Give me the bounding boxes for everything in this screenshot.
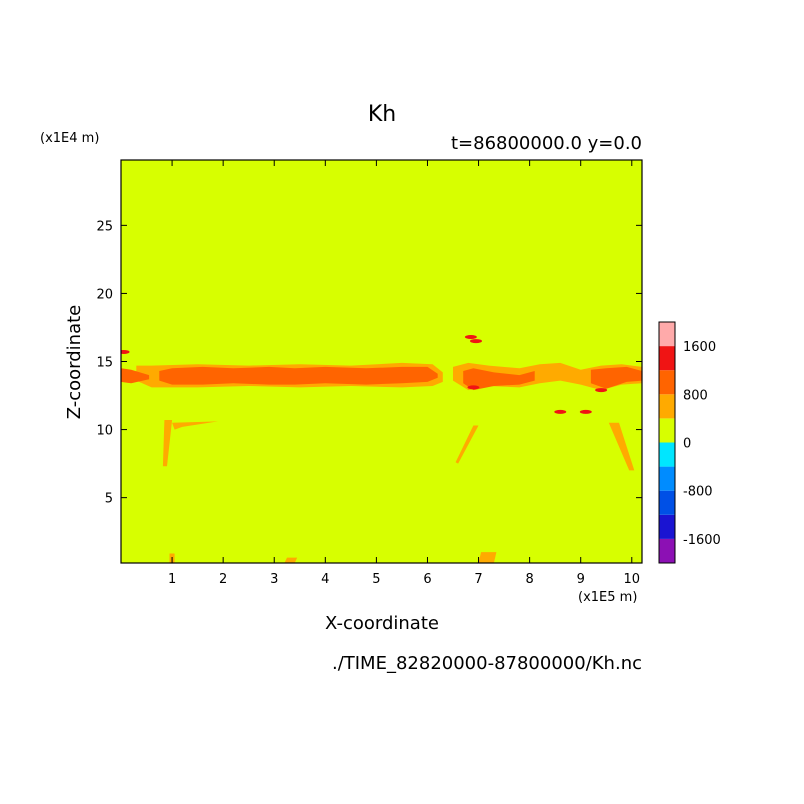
x-axis: 1 2 3 4 5 6 7 8 9 10 bbox=[168, 160, 640, 587]
colorbar-label-3: 800 bbox=[683, 388, 708, 403]
contour-fill-spot-2 bbox=[554, 409, 567, 414]
contour-fill-streak-1 bbox=[172, 421, 218, 430]
x-tick-label-6: 7 bbox=[474, 572, 482, 587]
colorbar-swatch-6 bbox=[659, 394, 675, 419]
colorbar-label-2: 0 bbox=[683, 437, 691, 452]
y-tick-label-2: 15 bbox=[96, 356, 113, 371]
x-tick-label-1: 2 bbox=[219, 572, 227, 587]
x-axis-label: X-coordinate bbox=[325, 613, 439, 634]
chart-subtitle: t=86800000.0 y=0.0 bbox=[451, 133, 642, 154]
y-axis: 5 10 15 20 25 bbox=[96, 219, 642, 507]
plot-area bbox=[121, 160, 642, 563]
x-tick-label-4: 5 bbox=[372, 572, 380, 587]
contour-fill-east-band-2 bbox=[590, 366, 642, 389]
contour-fill-streak-0 bbox=[162, 420, 173, 467]
contour-fill-spot-6 bbox=[121, 349, 130, 354]
y-tick-label-1: 10 bbox=[96, 424, 113, 439]
colorbar-swatch-1 bbox=[659, 514, 675, 539]
y-scale-label: (x1E4 m) bbox=[40, 131, 99, 146]
colorbar-label-4: 1600 bbox=[683, 340, 716, 355]
colorbar-swatch-7 bbox=[659, 370, 675, 395]
colorbar-swatch-9 bbox=[659, 322, 675, 347]
y-axis-label: Z-coordinate bbox=[64, 305, 85, 420]
contour-fill-background bbox=[121, 160, 642, 563]
x-tick-label-0: 1 bbox=[168, 572, 176, 587]
contour-fill-west-edge bbox=[121, 368, 150, 384]
colorbar-swatch-5 bbox=[659, 418, 675, 443]
colorbar-label-1: -800 bbox=[683, 485, 713, 500]
contour-fill-streak-2 bbox=[455, 425, 479, 464]
x-tick-label-5: 6 bbox=[423, 572, 431, 587]
colorbar: -1600 -800 0 800 1600 bbox=[658, 321, 721, 564]
contour-fill-spot-0 bbox=[464, 334, 477, 339]
x-scale-label: (x1E5 m) bbox=[578, 590, 637, 605]
contour-fill-east-band bbox=[463, 368, 535, 391]
contour-fill-main-band bbox=[159, 366, 438, 385]
colorbar-label-0: -1600 bbox=[683, 533, 721, 548]
contour-fill-streak-6 bbox=[284, 557, 298, 563]
contour-fill-spot-3 bbox=[579, 409, 592, 414]
colorbar-swatch-4 bbox=[659, 442, 675, 467]
chart-title: Kh bbox=[368, 102, 396, 127]
colorbar-swatch-0 bbox=[659, 538, 675, 563]
y-tick-label-4: 25 bbox=[96, 219, 113, 234]
colorbar-frame bbox=[658, 321, 676, 564]
y-tick-label-3: 20 bbox=[96, 287, 113, 302]
contour-fill-spot-1 bbox=[469, 339, 482, 344]
contour-fill-spot-5 bbox=[595, 388, 608, 393]
x-tick-label-7: 8 bbox=[525, 572, 533, 587]
colorbar-swatch-3 bbox=[659, 466, 675, 491]
x-tick-label-3: 4 bbox=[321, 572, 329, 587]
x-tick-label-8: 9 bbox=[577, 572, 585, 587]
contour-fill-spot-4 bbox=[467, 385, 480, 390]
x-tick-label-9: 10 bbox=[624, 572, 641, 587]
contour-fill-streak-4 bbox=[478, 552, 497, 563]
colorbar-swatch-8 bbox=[659, 346, 675, 371]
y-tick-label-0: 5 bbox=[105, 492, 113, 507]
x-tick-label-2: 3 bbox=[270, 572, 278, 587]
contour-fill-streak-3 bbox=[608, 422, 635, 471]
colorbar-swatch-2 bbox=[659, 490, 675, 515]
source-file-label: ./TIME_82820000-87800000/Kh.nc bbox=[332, 653, 642, 674]
